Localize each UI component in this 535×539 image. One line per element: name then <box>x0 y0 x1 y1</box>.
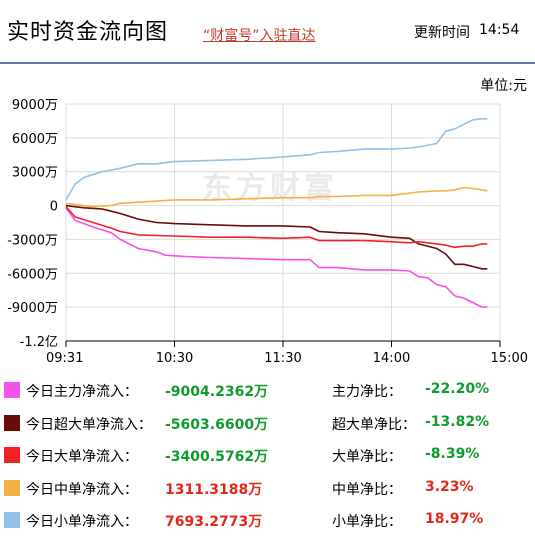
legend-row-medium: 今日中单净流入： 1311.3188万 中单净比： 3.23% <box>0 476 535 506</box>
y-tick-label: 9000万 <box>12 98 58 113</box>
chart-axes: 9000万 6000万 3000万 0 -3000万 -6000万 -9000万 -1.2亿0… <box>7 98 528 365</box>
legend-value-super: -5603.6600万 <box>165 417 269 433</box>
chart-series <box>65 117 488 308</box>
y-tick-label: 0 <box>50 200 58 215</box>
ratio-label-medium: 中单净比： <box>332 482 402 498</box>
y-tick-label: -9000万 <box>7 301 58 316</box>
series-line-large <box>65 206 488 249</box>
legend-swatch-main <box>4 382 20 398</box>
legend-swatch-large <box>4 447 20 463</box>
watermark-logo: 东方财富 <box>202 171 338 206</box>
y-tick-label: -3000万 <box>7 233 58 248</box>
ratio-label-main: 主力净比： <box>332 384 402 400</box>
series-line-super <box>65 204 488 270</box>
unit-label: 单位:元 <box>480 78 527 94</box>
chart-grid <box>65 103 501 342</box>
legend-row-super: 今日超大单净流入： -5603.6600万 超大单净比： -13.82% <box>0 411 535 441</box>
header: 实时资金流向图 “财富号”入驻直达 更新时间 14:54 <box>0 0 535 64</box>
legend-row-small: 今日小单净流入： 7693.2773万 小单净比： 18.97% <box>0 508 535 538</box>
series-line-medium <box>65 186 488 208</box>
x-tick-label: 09:31 <box>46 351 83 365</box>
legend-value-large: -3400.5762万 <box>165 449 269 465</box>
legend-swatch-small <box>4 512 20 528</box>
ratio-value-large: -8.39% <box>425 446 480 462</box>
legend-label-medium: 今日中单净流入： <box>26 482 138 498</box>
legend-value-main: -9004.2362万 <box>165 384 269 400</box>
legend-row-large: 今日大单净流入： -3400.5762万 大单净比： -8.39% <box>0 443 535 473</box>
ratio-label-large: 大单净比： <box>332 449 402 465</box>
x-tick-label: 11:30 <box>264 351 301 365</box>
fund-flow-chart: 东方财富 9000万 6000万 3000万 0 -3000万 -6000万 -9000万 -… <box>7 98 528 365</box>
page-title: 实时资金流向图 <box>7 20 169 45</box>
x-tick-label: 10:30 <box>156 351 193 365</box>
legend-label-super: 今日超大单净流入： <box>26 417 152 433</box>
x-tick-label: 14:00 <box>373 351 410 365</box>
ratio-value-super: -13.82% <box>425 414 490 430</box>
y-tick-label: 6000万 <box>12 132 58 147</box>
y-tick-label: 3000万 <box>12 166 58 181</box>
legend-row-main: 今日主力净流入： -9004.2362万 主力净比： -22.20% <box>0 378 535 408</box>
legend-value-small: 7693.2773万 <box>165 514 263 530</box>
update-time-value: 14:54 <box>479 22 520 38</box>
ratio-value-medium: 3.23% <box>425 479 474 495</box>
legend-label-main: 今日主力净流入： <box>26 384 138 400</box>
series-line-small <box>65 117 488 201</box>
y-tick-label: -1.2亿 <box>20 335 58 350</box>
promo-link[interactable]: “财富号”入驻直达 <box>203 28 316 44</box>
y-tick-label: -6000万 <box>7 267 58 282</box>
legend-swatch-super <box>4 415 20 431</box>
ratio-label-small: 小单净比： <box>332 514 402 530</box>
x-tick-label: 15:00 <box>491 351 528 365</box>
ratio-label-super: 超大单净比： <box>332 417 416 433</box>
update-time-label: 更新时间 <box>414 25 470 41</box>
legend-value-medium: 1311.3188万 <box>165 482 263 498</box>
legend-label-small: 今日小单净流入： <box>26 514 138 530</box>
ratio-value-small: 18.97% <box>425 511 484 527</box>
legend-swatch-medium <box>4 480 20 496</box>
series-line-main <box>65 207 488 308</box>
legend-label-large: 今日大单净流入： <box>26 449 138 465</box>
ratio-value-main: -22.20% <box>425 381 490 397</box>
